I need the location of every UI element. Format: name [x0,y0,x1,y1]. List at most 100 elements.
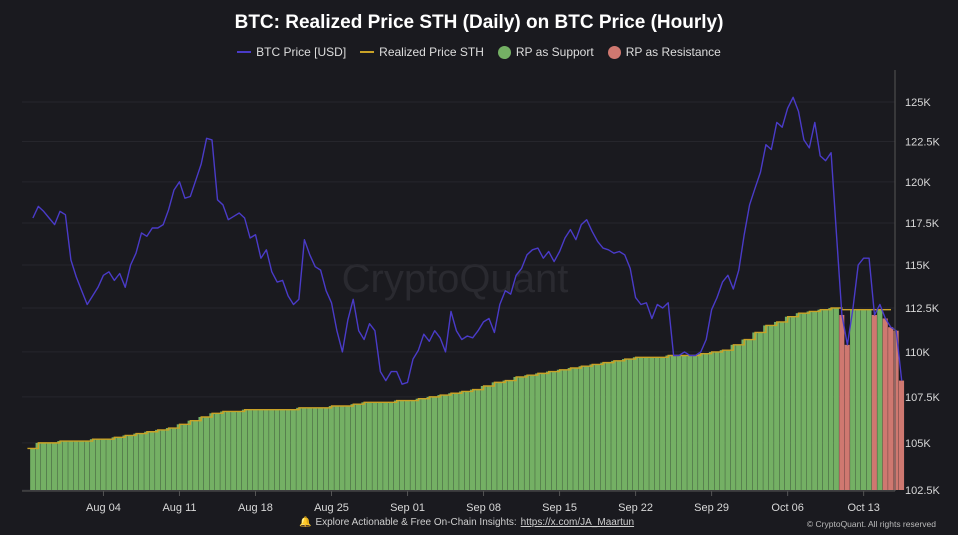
bar-rp-support [562,369,568,490]
bar-rp-support [779,321,785,490]
bar-rp-support [535,373,541,490]
bar-rp-support [453,393,459,490]
legend-label: BTC Price [USD] [256,45,347,59]
bar-rp-support [421,398,427,490]
y-tick-label: 122.5K [905,136,941,148]
bar-rp-support [236,411,242,490]
legend-label: RP as Resistance [625,45,721,59]
bar-rp-support [698,353,704,490]
bar-rp-support [491,382,497,490]
bar-rp-support [703,353,709,490]
bar-rp-support [393,400,400,490]
legend: BTC Price [USD] Realized Price STH RP as… [0,45,958,59]
bar-rp-support [171,428,177,490]
y-tick-label: 110K [905,347,931,359]
bar-rp-support [714,351,720,490]
bar-rp-support [654,357,660,490]
bar-rp-support [763,325,769,490]
bar-rp-support [676,355,682,490]
bell-icon: 🔔 [299,517,312,528]
bar-rp-support [117,437,123,490]
x-tick-label: Sep 15 [542,502,577,514]
x-tick-label: Sep 29 [694,502,729,514]
bar-rp-support [431,396,438,490]
bar-rp-support [100,439,106,490]
bar-rp-support [231,411,237,490]
bar-rp-support [638,357,644,490]
bar-rp-support [35,442,41,490]
bar-rp-support [784,316,791,490]
bar-rp-support [361,402,367,490]
bar-rp-support [127,435,134,490]
legend-item-rp-resistance[interactable]: RP as Resistance [607,45,721,59]
bar-rp-support [757,332,763,490]
bar-rp-support [600,362,606,490]
chart-title: BTC: Realized Price STH (Daily) on BTC P… [234,12,724,33]
bar-rp-support [339,405,345,490]
y-tick-label: 105K [905,438,931,450]
legend-label: Realized Price STH [379,45,484,59]
bar-rp-support [822,309,829,490]
bar-rp-support [274,409,280,490]
bar-rp-support [632,357,639,490]
legend-item-rp-support[interactable]: RP as Support [497,45,594,59]
footer-link[interactable]: https://x.com/JA_Maartun [520,517,635,528]
bar-rp-support [79,441,85,490]
bar-rp-support [193,420,199,490]
bar-rp-support [106,439,112,490]
bar-rp-support [187,420,193,490]
bar-rp-support [866,309,872,490]
bar-rp-support [388,402,394,490]
bar-rp-support [774,321,780,490]
bar-rp-support [627,359,633,490]
footer-text: Explore Actionable & Free On-Chain Insig… [315,517,517,528]
bar-rp-support [497,382,503,490]
bar-rp-support [649,357,655,490]
x-tick-label: Aug 18 [238,502,273,514]
bar-rp-support [665,355,671,490]
bar-rp-support [589,364,595,490]
bar-rp-support [84,441,90,490]
bar-rp-support [437,395,443,490]
bar-rp-support [301,407,307,490]
y-tick-label: 120K [905,177,931,189]
bar-rp-support [459,391,465,490]
bar-rp-support [214,413,220,490]
x-tick-label: Oct 13 [847,502,879,514]
footer: 🔔 Explore Actionable & Free On-Chain Ins… [299,517,634,528]
bar-rp-support [399,400,405,490]
bar-rp-support [263,409,269,490]
bar-rp-support [622,359,628,490]
bar-rp-support [448,393,454,490]
bar-rp-support [746,339,753,490]
bar-rp-support [350,404,356,490]
bar-rp-support [741,339,747,490]
bar-rp-support [681,355,687,490]
bar-rp-support [410,400,416,490]
bar-rp-support [312,407,318,490]
x-tick-label: Aug 04 [86,502,121,514]
bar-rp-support [556,369,562,490]
bar-rp-support [725,350,731,490]
bar-rp-support [73,441,79,490]
bar-rp-support [730,344,736,490]
bar-rp-support [594,364,600,490]
bar-rp-support [138,433,144,490]
bar-rp-support [89,439,96,490]
bar-rp-support [203,416,210,490]
legend-item-realized-price[interactable]: Realized Price STH [360,45,484,59]
copyright: © CryptoQuant. All rights reserved [806,519,936,529]
bar-rp-support [307,407,313,490]
x-tick-label: Sep 01 [390,502,425,514]
legend-label: RP as Support [515,45,594,59]
bar-rp-support [643,357,649,490]
bar-rp-support [850,309,856,490]
bar-rp-support [404,400,410,490]
legend-item-btc-price[interactable]: BTC Price [USD] [237,45,346,59]
bar-rp-support [328,405,334,490]
bar-rp-support [692,355,698,490]
bar-rp-support [529,375,535,490]
bar-rp-support [290,409,296,490]
bar-rp-support [833,307,839,490]
